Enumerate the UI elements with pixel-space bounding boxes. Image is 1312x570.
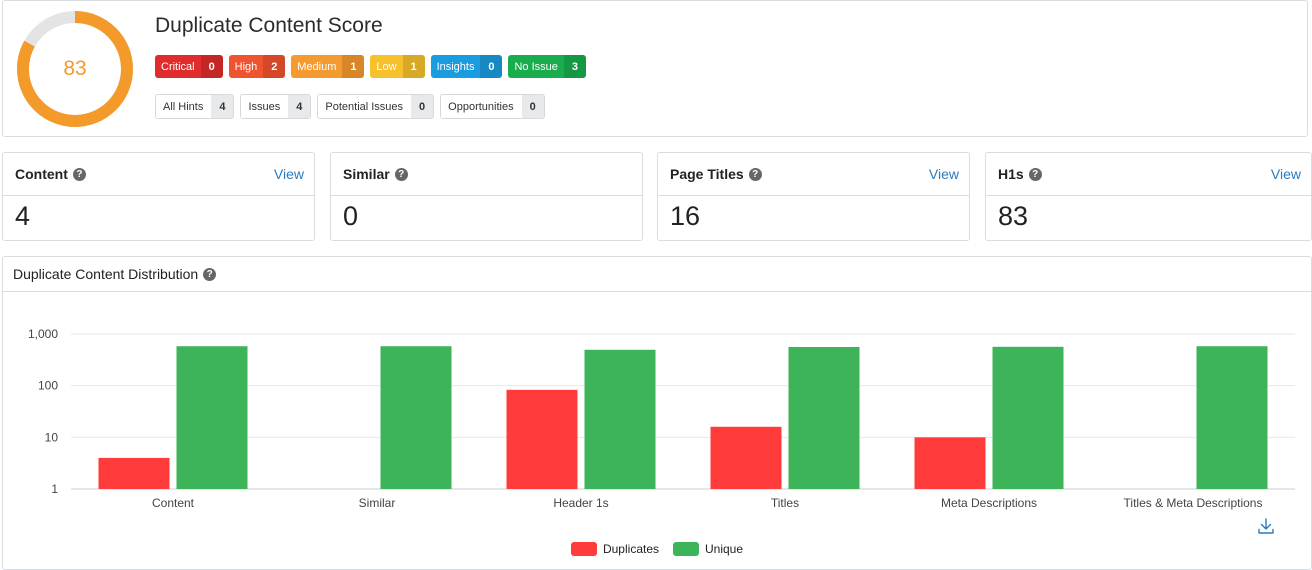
page-titles-card: Page Titles ? View 16: [657, 152, 970, 241]
severity-low-badge[interactable]: Low 1: [370, 55, 425, 78]
severity-filters: Critical 0 High 2 Medium 1 Low 1 Insights 0 N…: [155, 55, 586, 78]
help-icon[interactable]: ?: [394, 167, 408, 181]
h1s-card: H1s ? View 83: [985, 152, 1312, 241]
card-title: Similar: [343, 166, 390, 182]
hint-count: 4: [288, 95, 311, 118]
y-tick-label: 1: [51, 482, 58, 496]
severity-no-issue-badge[interactable]: No Issue 3: [508, 55, 586, 78]
legend-swatch: [673, 542, 699, 556]
card-value: 0: [343, 201, 359, 231]
severity-label: Low: [376, 60, 397, 73]
severity-label: High: [234, 60, 258, 73]
card-title: Content: [15, 166, 68, 182]
issues-filter[interactable]: Issues 4: [240, 94, 312, 119]
bar-duplicates: [710, 426, 782, 489]
hint-count: 4: [211, 95, 234, 118]
chart-title: Duplicate Content Distribution: [13, 266, 199, 282]
card-header: Similar ?: [331, 153, 642, 196]
severity-count: 2: [263, 55, 286, 78]
y-tick-label: 1,000: [28, 327, 58, 341]
x-tick-label: Titles & Meta Descriptions: [1124, 496, 1263, 510]
bar-duplicates: [914, 437, 986, 489]
severity-count: 0: [480, 55, 503, 78]
bar-unique: [176, 346, 248, 489]
severity-count: 0: [200, 55, 223, 78]
help-icon[interactable]: ?: [72, 167, 86, 181]
x-tick-label: Header 1s: [553, 496, 608, 510]
card-value: 4: [15, 201, 31, 231]
bar-unique: [380, 346, 452, 489]
card-header: H1s ? View: [986, 153, 1311, 196]
hint-label: All Hints: [156, 95, 212, 118]
hint-filters: All Hints 4 Issues 4 Potential Issues 0 Opp…: [155, 94, 545, 119]
bar-duplicates: [506, 389, 578, 489]
hint-count: 0: [521, 95, 544, 118]
hint-label: Opportunities: [441, 95, 522, 118]
severity-label: No Issue: [514, 60, 558, 73]
x-tick-label: Similar: [359, 496, 396, 510]
severity-label: Medium: [297, 60, 337, 73]
view-content-link[interactable]: View: [273, 166, 304, 182]
help-icon[interactable]: ?: [203, 267, 217, 281]
chart-header: Duplicate Content Distribution ?: [3, 257, 1311, 292]
score-gauge: [17, 11, 133, 127]
view-page-titles-link[interactable]: View: [928, 166, 959, 182]
x-tick-label: Content: [152, 496, 195, 510]
bar-duplicates: [98, 457, 170, 489]
page-title: Duplicate Content Score: [155, 14, 383, 37]
card-header: Content ? View: [3, 153, 314, 196]
bar-unique: [584, 349, 656, 489]
help-icon[interactable]: ?: [1028, 167, 1042, 181]
legend-item-unique[interactable]: Unique: [673, 542, 743, 556]
card-header: Page Titles ? View: [658, 153, 969, 196]
distribution-chart-panel: 1 10 100 1,000 Content Similar Header 1s Titles…: [2, 256, 1312, 570]
severity-insights-badge[interactable]: Insights 0: [430, 55, 503, 78]
potential-issues-filter[interactable]: Potential Issues 0: [317, 94, 435, 119]
severity-count: 1: [342, 55, 365, 78]
download-icon[interactable]: [1257, 517, 1275, 535]
x-tick-label: Meta Descriptions: [941, 496, 1037, 510]
bar-unique: [788, 347, 860, 489]
opportunities-filter[interactable]: Opportunities 0: [440, 94, 545, 119]
card-value: 16: [670, 201, 701, 231]
hint-label: Issues: [241, 95, 289, 118]
content-card: Content ? View 4: [2, 152, 315, 241]
severity-count: 3: [563, 55, 586, 78]
all-hints-filter[interactable]: All Hints 4: [155, 94, 235, 119]
legend-item-duplicates[interactable]: Duplicates: [570, 542, 659, 556]
bar-unique: [992, 346, 1064, 489]
help-icon[interactable]: ?: [748, 167, 762, 181]
severity-high-badge[interactable]: High 2: [228, 55, 286, 78]
hint-count: 0: [411, 95, 434, 118]
legend-swatch: [570, 542, 597, 556]
x-tick-label: Titles: [771, 496, 799, 510]
severity-label: Insights: [436, 60, 475, 73]
y-tick-label: 100: [38, 379, 58, 393]
severity-critical-badge[interactable]: Critical 0: [155, 55, 223, 78]
bar-unique: [1196, 346, 1268, 489]
view-h1s-link[interactable]: View: [1270, 166, 1301, 182]
distribution-chart: 1 10 100 1,000 Content Similar Header 1s Titles…: [28, 327, 1295, 510]
similar-card: Similar ? 0: [330, 152, 643, 241]
score-gauge-fill: [17, 11, 133, 127]
card-value: 83: [998, 201, 1029, 231]
legend-label: Unique: [705, 542, 744, 556]
score-panel: 83 Duplicate Content Score Critical 0 Hig…: [2, 0, 1308, 137]
score-value: 83: [63, 57, 87, 80]
legend-label: Duplicates: [602, 542, 659, 556]
y-tick-label: 10: [45, 430, 59, 444]
card-title: H1s: [998, 166, 1024, 182]
chart-legend: Duplicates Unique: [3, 542, 1311, 556]
severity-label: Critical: [161, 60, 195, 73]
severity-count: 1: [402, 55, 425, 78]
hint-label: Potential Issues: [318, 95, 412, 118]
severity-medium-badge[interactable]: Medium 1: [291, 55, 365, 78]
card-title: Page Titles: [670, 166, 744, 182]
